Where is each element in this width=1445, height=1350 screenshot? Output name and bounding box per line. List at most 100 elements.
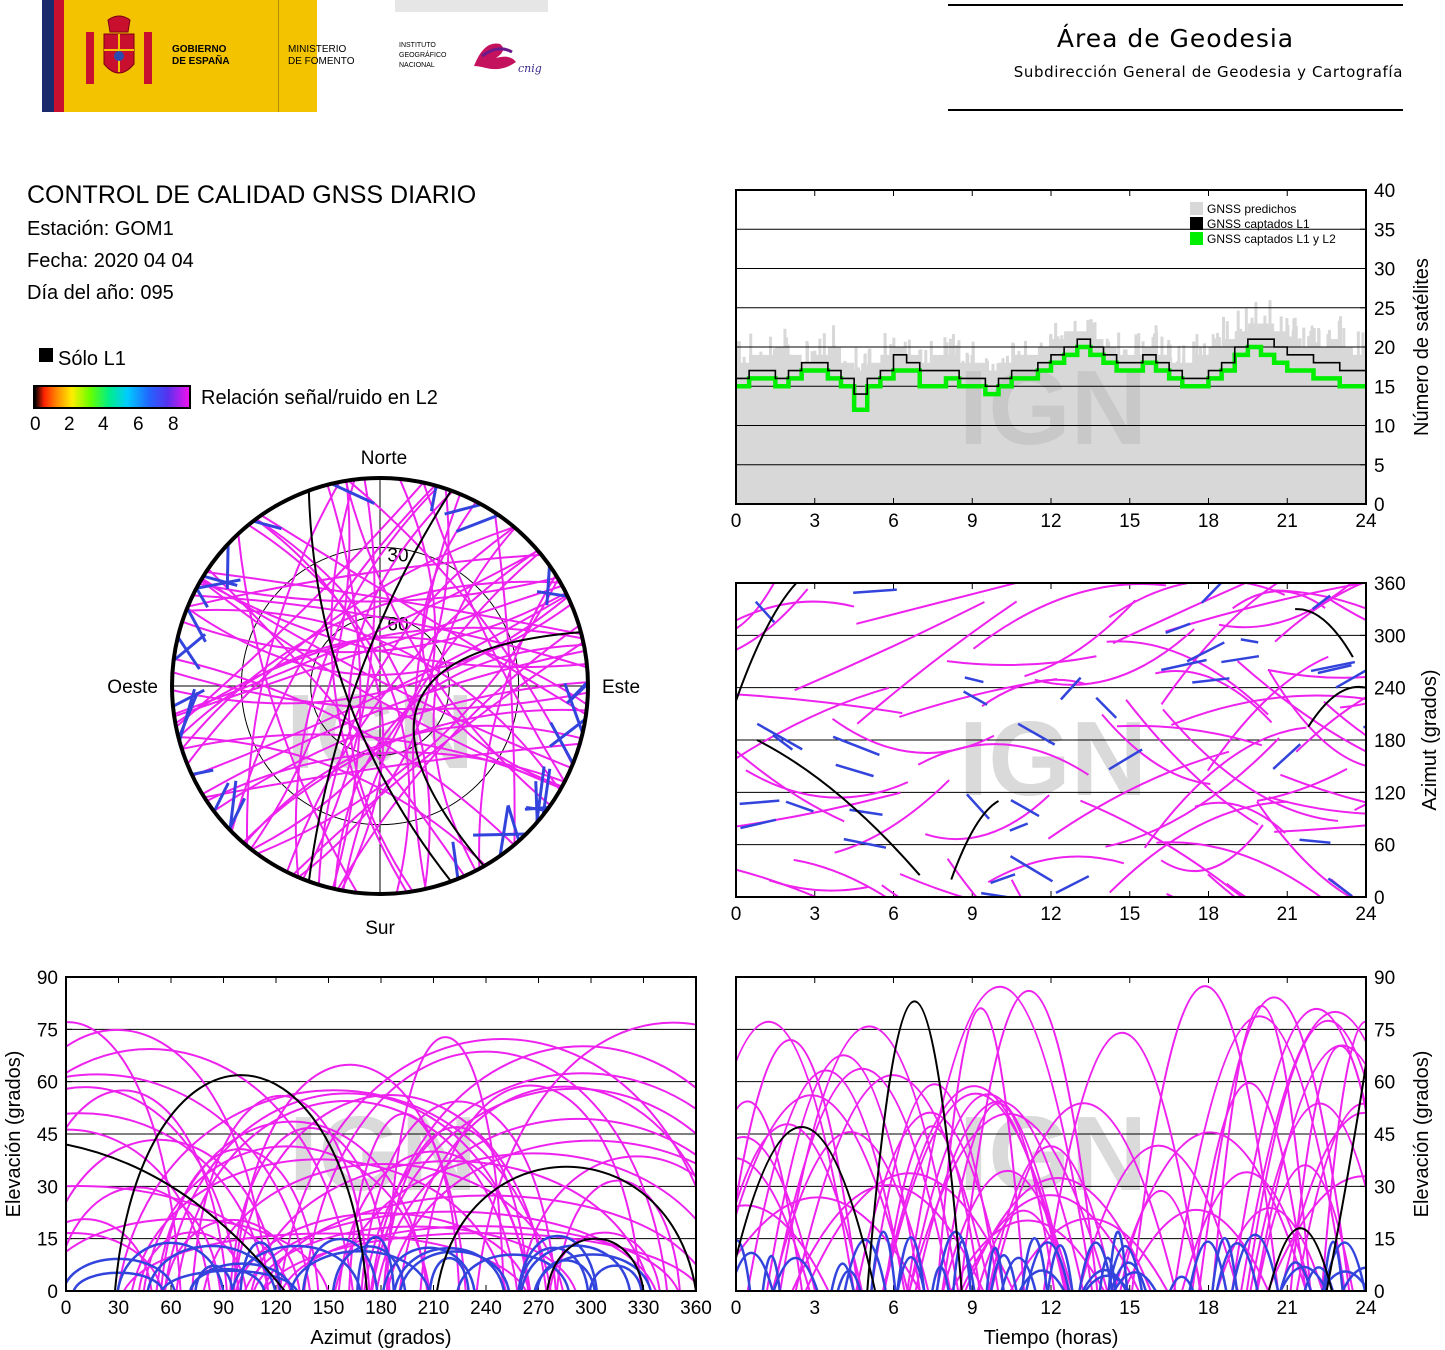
azimuth-track (1225, 882, 1248, 897)
ign-watermark: IGN (959, 1095, 1147, 1213)
y-tick-label: 30 (1374, 260, 1395, 281)
azimuth-track (1143, 726, 1307, 849)
elevation-track-low (382, 1246, 476, 1291)
direction-north: Norte (361, 448, 407, 469)
azimuth-track (1268, 796, 1366, 815)
predicted-spike (1005, 355, 1009, 371)
predicted-spike (1049, 335, 1053, 355)
azimuth-track-low (832, 735, 880, 757)
elevation-track (371, 1087, 696, 1291)
legend-swatch (1190, 217, 1203, 230)
azimuth-track (1295, 696, 1366, 753)
azimuth-track (793, 858, 888, 897)
predicted-spike (984, 358, 988, 371)
predicted-spike (1086, 319, 1090, 340)
y-tick-label: 15 (1374, 377, 1395, 398)
predicted-spike (1342, 328, 1346, 355)
skyplot-border (170, 476, 590, 896)
predicted-spike (1250, 317, 1254, 332)
y-tick-label: 35 (1374, 220, 1395, 241)
azimuth-track (1116, 724, 1263, 747)
x-tick-label: 210 (418, 1298, 450, 1319)
azimuth-track (834, 779, 950, 854)
azimuth-track (1274, 824, 1366, 833)
azimuth-track-low (843, 837, 887, 849)
elevation-time-track-low (1000, 1256, 1037, 1291)
sky-track (245, 481, 341, 847)
x-tick-label: 300 (575, 1298, 607, 1319)
predicted-spike (789, 354, 793, 363)
elevation-time-track-low (1322, 1241, 1366, 1291)
elevation-track-low (520, 1244, 632, 1291)
elevation-time-track-low (931, 1265, 950, 1291)
azimuth-track (1166, 893, 1176, 897)
predicted-spike (1286, 324, 1290, 340)
y-tick-label: 15 (37, 1230, 58, 1251)
predicted-spike (805, 341, 809, 371)
azimuth-track (1047, 750, 1230, 840)
predicted-spike (1195, 341, 1199, 371)
elevation-time-track (1280, 1111, 1366, 1291)
predicted-spike (1134, 334, 1138, 363)
azimuth-track (736, 583, 776, 630)
azimuth-track (736, 686, 890, 760)
elevation-time-track (746, 1069, 906, 1291)
azimuth-track (1170, 694, 1366, 726)
x-tick-label: 0 (731, 1298, 742, 1319)
azimuth-track (1162, 708, 1339, 822)
sky-track (255, 518, 385, 891)
predicted-spike (1073, 320, 1077, 340)
elevation-time-track (881, 1085, 1067, 1291)
predicted-spike (991, 363, 995, 379)
predicted-spike (996, 368, 1000, 379)
series-l1 (736, 338, 1367, 395)
azimuth-track (1080, 799, 1244, 897)
elevation-time-track-low (870, 1230, 897, 1291)
elevation-track (369, 1045, 696, 1291)
predicted-spike (1056, 336, 1060, 347)
x-tick-label: 180 (365, 1298, 397, 1319)
azimuth-track-low (853, 588, 897, 595)
y-axis-label: Número de satélites (1411, 258, 1433, 436)
y-tick-label: 75 (1374, 1020, 1395, 1041)
predicted-spike (742, 356, 746, 371)
legend-swatch (1190, 232, 1203, 245)
y-tick-label: 90 (37, 968, 58, 989)
azimuth-track-low (849, 808, 883, 817)
sky-track-l1 (412, 631, 581, 867)
sky-track (317, 526, 515, 885)
x-tick-label: 9 (967, 904, 978, 925)
elevation-time-track-l1 (736, 1126, 877, 1291)
elevation-time-track-low (1113, 1271, 1157, 1291)
azimuth-track (736, 868, 819, 897)
predicted-spike (919, 349, 923, 363)
predicted-spike (1192, 341, 1196, 371)
elevation-track (243, 1210, 657, 1291)
x-tick-label: 6 (888, 904, 899, 925)
predicted-spike (832, 325, 836, 355)
x-tick-label: 0 (731, 904, 742, 925)
predicted-spike (1117, 332, 1121, 363)
elevation-time-track (1240, 1011, 1366, 1291)
station-label: Estación: GOM1 (27, 218, 174, 240)
snr-label: Relación señal/ruido en L2 (201, 387, 438, 409)
predicted-spike (1023, 340, 1027, 363)
azimuth-track (1109, 800, 1288, 894)
snr-tick: 6 (133, 414, 144, 435)
sky-track-low (228, 780, 238, 831)
elevation-track (375, 1118, 696, 1291)
azimuth-track-low (1299, 838, 1331, 845)
skyplot-tracks (172, 478, 588, 894)
azimuth-track (1280, 773, 1366, 804)
elevation-track (66, 1047, 354, 1291)
azimuth-track (1112, 583, 1248, 645)
azimuth-track-low (1160, 658, 1207, 672)
gov-text: GOBIERNO DE ESPAÑA (172, 44, 230, 67)
elevation-time-track-low (1020, 1237, 1049, 1291)
plot-border (735, 582, 1367, 898)
sky-track (181, 733, 562, 789)
sky-track (422, 482, 566, 783)
elevation-track (66, 1112, 269, 1291)
elevation-track (518, 1155, 696, 1291)
